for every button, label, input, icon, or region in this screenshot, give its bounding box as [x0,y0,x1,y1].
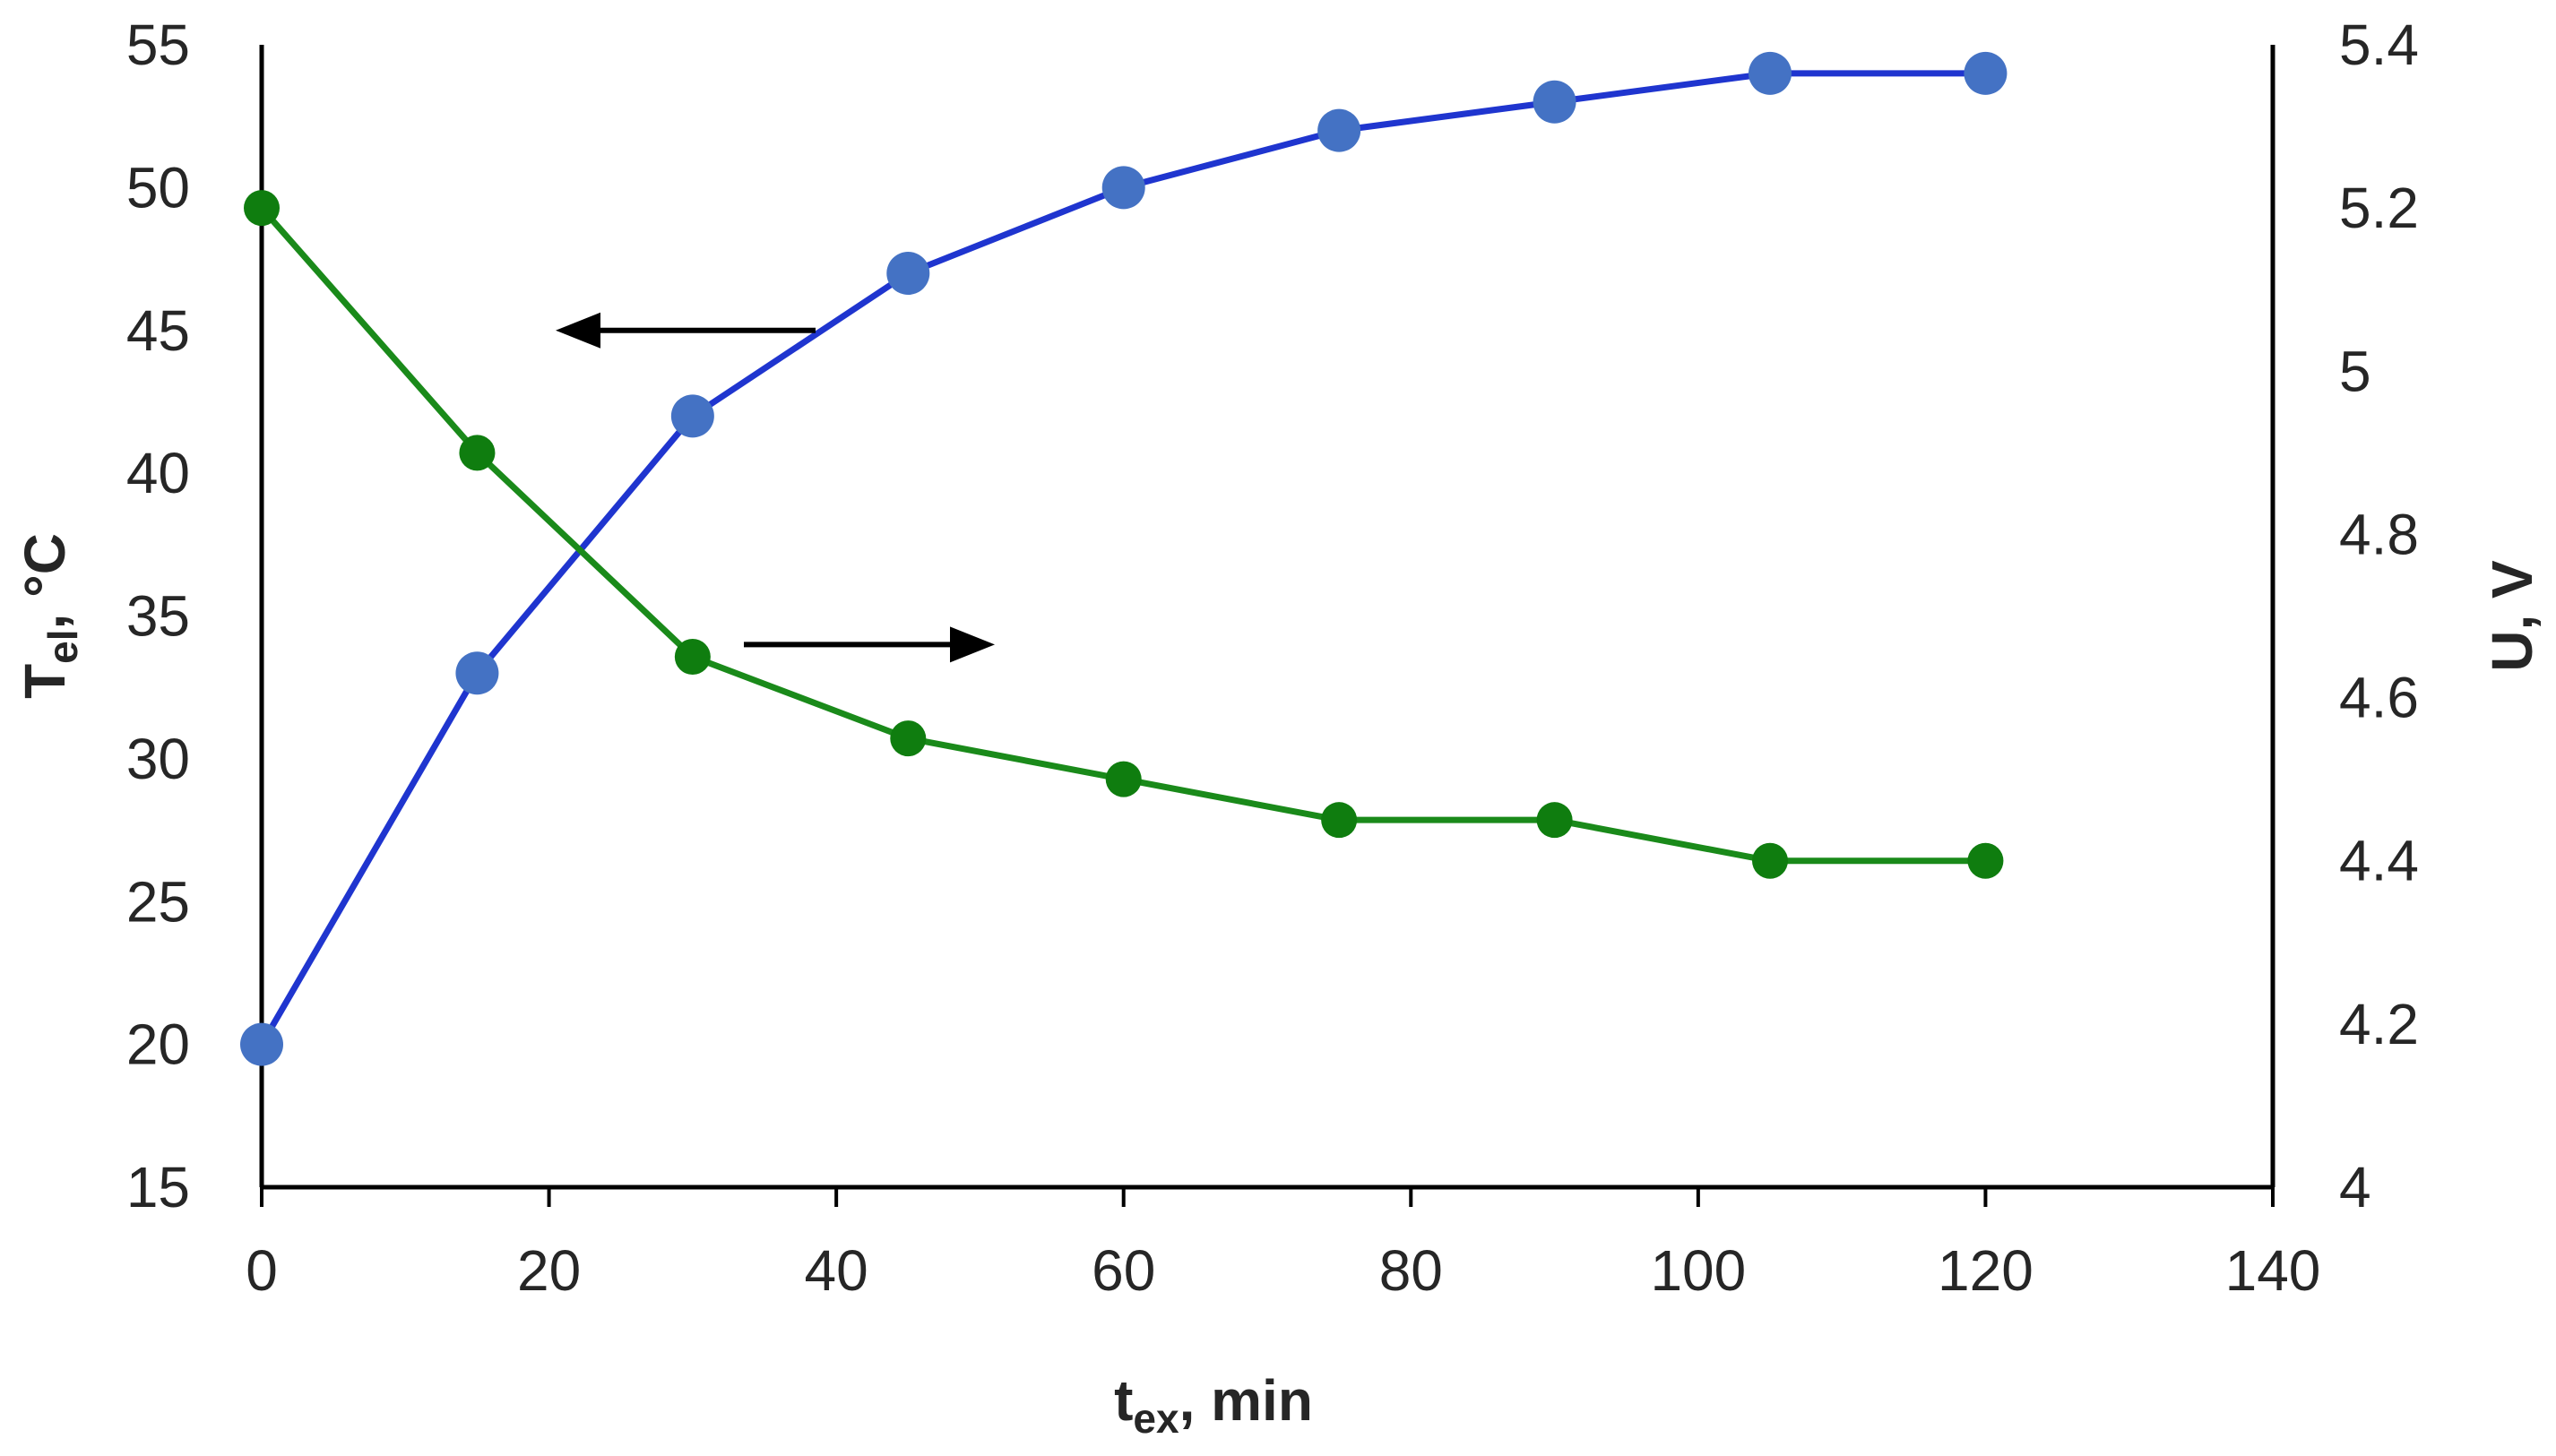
left-y-tick-label: 55 [126,13,190,77]
left-y-tick-label: 35 [126,584,190,649]
temperature-data-point [1964,51,2008,95]
voltage-data-point [1321,802,1358,839]
voltage-data-point [890,720,927,757]
voltage-data-point [244,190,280,227]
voltage-data-point [674,639,711,676]
right-y-tick-label: 4.2 [2339,992,2419,1056]
x-tick-label: 100 [1650,1238,1746,1303]
right-y-tick-label: 4.6 [2339,666,2419,730]
left-y-tick-label: 15 [126,1155,190,1219]
right-y-tick-label: 4.4 [2339,829,2419,893]
left-y-tick-label: 30 [126,727,190,791]
left-y-tick-label: 45 [126,298,190,363]
left-y-tick-label: 20 [126,1012,190,1077]
temperature-data-point [240,1022,283,1066]
right-y-tick-label: 4.8 [2339,502,2419,566]
annotations [556,312,995,663]
temperature-data-point [670,394,714,438]
left-y-axis-title: Tel, °C [13,533,86,699]
right-y-tick-label: 5 [2339,339,2371,403]
right-y-tick-label: 5.4 [2339,13,2419,77]
voltage-data-point [1752,842,1788,879]
right-y-tick-label: 5.2 [2339,176,2419,240]
series-layer [240,51,2008,1066]
voltage-data-point [1536,802,1573,839]
temperature-series-line [258,70,1986,1047]
left-pointing-arrow-head [556,312,600,349]
x-tick-label: 20 [517,1238,581,1303]
x-tick-label: 40 [805,1238,868,1303]
temperature-data-point [455,651,499,695]
temperature-data-point [1317,108,1361,152]
temperature-data-point [1749,51,1792,95]
ticks: 0 20 40 60 80 100 120 140 15 20 25 30 35 40 45 50 55 4 4.2… [126,13,2419,1303]
left-y-tick-label: 40 [126,441,190,505]
right-y-tick-label: 4 [2339,1155,2371,1219]
x-tick-label: 0 [246,1238,278,1303]
x-tick-label: 80 [1379,1238,1443,1303]
voltage-data-point [1105,761,1142,797]
temperature-data-point [1101,166,1145,210]
temperature-data-point [886,252,930,295]
axes [259,45,2275,1190]
x-tick-label: 120 [1938,1238,2034,1303]
temperature-data-point [1533,80,1576,124]
right-y-axis-title: U, V [2480,560,2544,672]
left-y-tick-label: 25 [126,869,190,934]
right-pointing-arrow-head [950,626,995,663]
voltage-data-point [1967,842,2004,879]
x-tick-label: 60 [1092,1238,1155,1303]
voltage-data-point [459,435,496,471]
x-tick-label: 140 [2225,1238,2321,1303]
x-axis-title: tex, min [1114,1368,1313,1442]
left-y-tick-label: 50 [126,155,190,220]
